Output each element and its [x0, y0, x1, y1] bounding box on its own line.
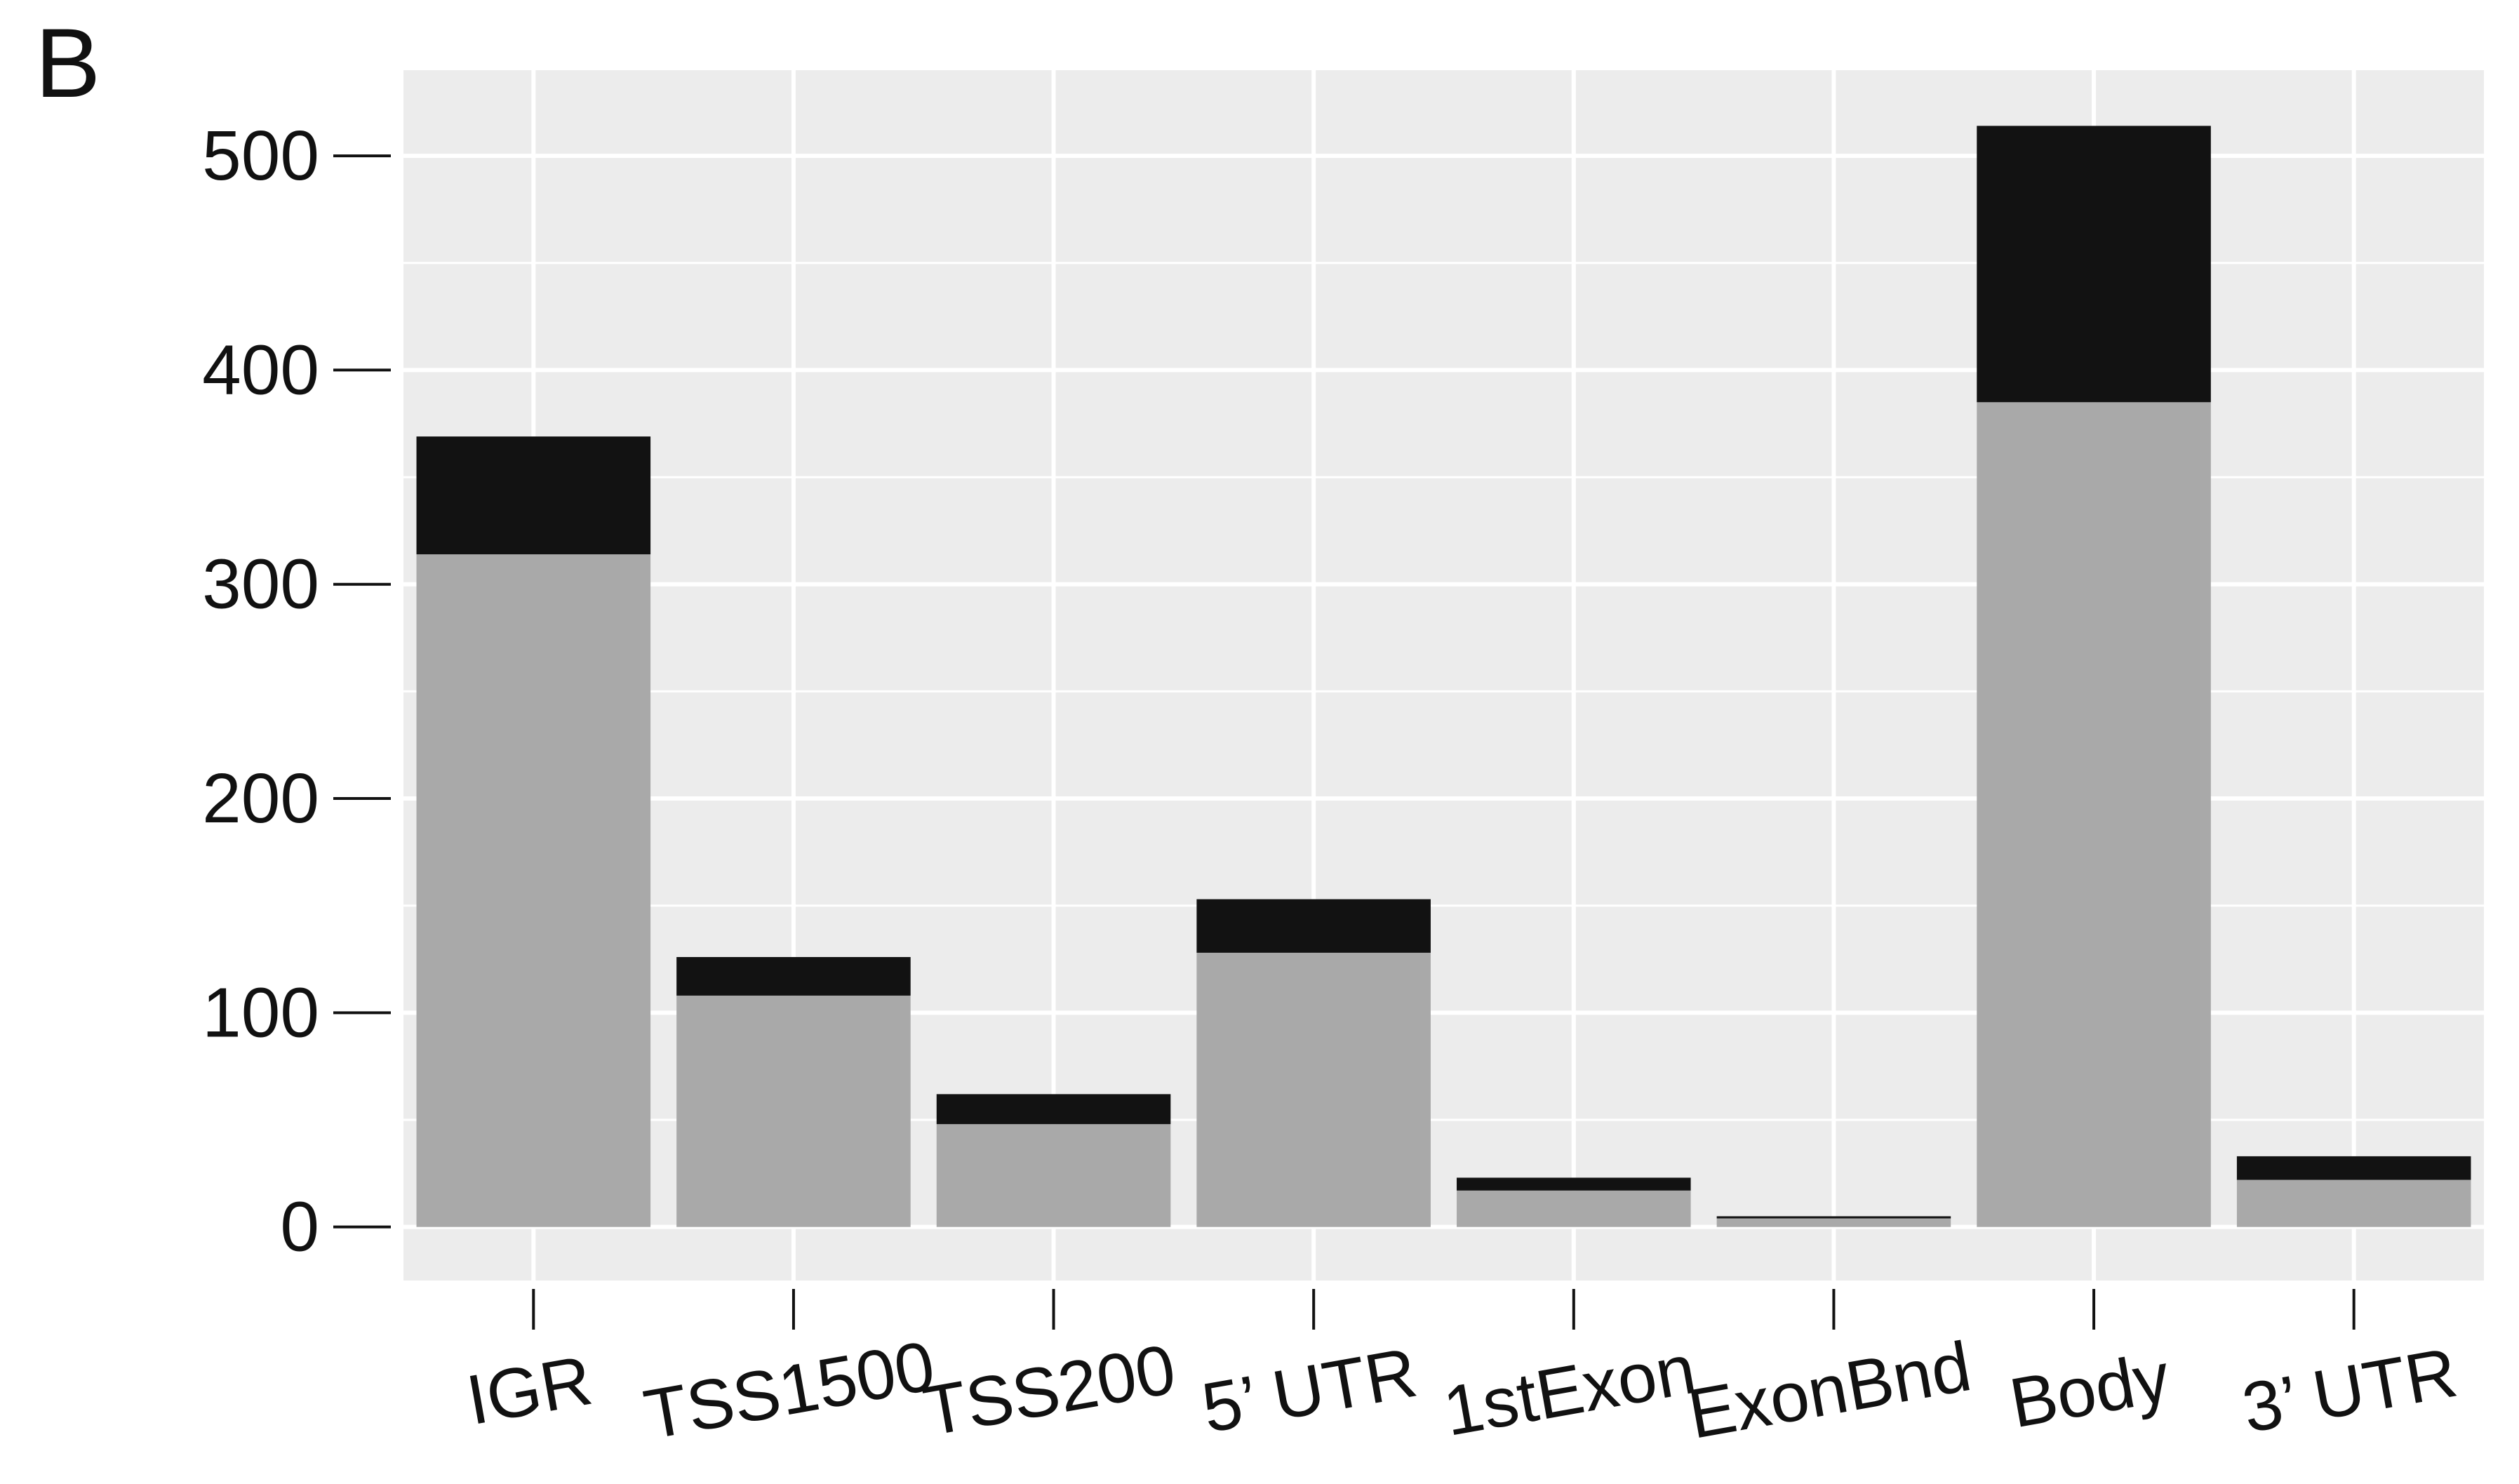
bar-segment-lower — [1196, 952, 1431, 1227]
bar-segment-lower — [676, 995, 911, 1227]
bar-segment-upper — [1196, 899, 1431, 953]
y-tick-label: 500 — [202, 116, 319, 195]
x-tick-label: TSS1500 — [639, 1326, 940, 1455]
x-tick-label: Body — [2004, 1338, 2175, 1443]
x-tick-label: 1stExon — [1438, 1330, 1701, 1451]
x-tick-label: ExonBnd — [1683, 1327, 1977, 1454]
bar-segment-lower — [1977, 402, 2211, 1227]
bar-segment-lower — [1716, 1218, 1951, 1227]
bar-segment-upper — [1457, 1177, 1691, 1191]
bar-segment-upper — [936, 1094, 1171, 1125]
bar-segment-upper — [416, 436, 651, 554]
bar-segment-lower — [936, 1124, 1171, 1227]
x-tick-label: IGR — [461, 1341, 598, 1440]
x-tick-label: 3’ UTR — [2237, 1333, 2463, 1448]
y-tick-label: 0 — [280, 1188, 319, 1266]
bar-segment-upper — [1977, 126, 2211, 403]
panel-label: B — [35, 8, 101, 118]
y-tick-label: 200 — [202, 759, 319, 838]
bar-segment-lower — [2236, 1179, 2471, 1227]
y-tick-label: 300 — [202, 545, 319, 624]
bar-segment-upper — [1716, 1216, 1951, 1219]
bar-segment-upper — [676, 956, 911, 996]
x-tick-label: TSS200 — [918, 1330, 1181, 1451]
bar-segment-lower — [1457, 1190, 1691, 1227]
y-tick-label: 400 — [202, 330, 319, 409]
bar-segment-lower — [416, 554, 651, 1227]
bar-segment-upper — [2236, 1156, 2471, 1180]
y-tick-label: 100 — [202, 973, 319, 1052]
x-tick-label: 5’ UTR — [1196, 1333, 1422, 1448]
